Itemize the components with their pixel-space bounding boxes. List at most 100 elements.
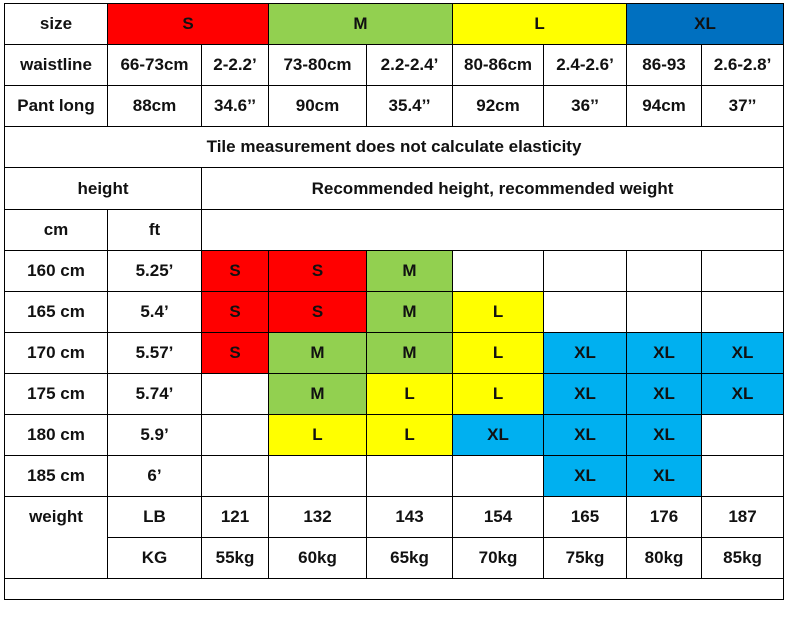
recommended-size-cell: XL (626, 332, 703, 374)
pant-long-cell: 36’’ (543, 85, 628, 127)
recommended-size-cell (626, 291, 703, 333)
recommended-size-cell: L (452, 291, 545, 333)
weight-lb-row: weight LB 121 132 143 154 165 176 187 (4, 496, 785, 579)
height-grid: 160 cm 5.25’ S S M 165 cm 5.4’ S S M L 170 cm 5.57’ S… (4, 250, 785, 497)
recommended-size-cell: XL (452, 414, 545, 456)
waistline-cell: 80-86cm (452, 44, 545, 86)
waistline-cell: 86-93 (626, 44, 703, 86)
recommended-size-cell (626, 250, 703, 292)
waistline-cell: 66-73cm (107, 44, 202, 86)
height-ft-cell: 5.57’ (107, 332, 202, 374)
height-row: 160 cm 5.25’ S S M (4, 250, 785, 292)
recommended-size-cell: S (201, 291, 269, 333)
height-cm-cell: 175 cm (4, 373, 108, 415)
recommended-size-cell: XL (626, 373, 703, 415)
height-label: height (4, 167, 202, 210)
recommended-size-cell: L (452, 373, 545, 415)
pant-long-row: Pant long 88cm 34.6’’ 90cm 35.4’’ 92cm 3… (4, 85, 785, 127)
recommended-size-cell: S (268, 291, 367, 333)
size-l-header: L (452, 3, 628, 45)
unit-row-blank (200, 209, 785, 251)
recommended-size-cell: XL (543, 373, 628, 415)
recommended-size-cell: XL (543, 332, 628, 374)
pant-long-cell: 34.6’’ (201, 85, 269, 127)
recommended-size-cell: M (268, 373, 367, 415)
waistline-cell: 2.6-2.8’ (701, 44, 785, 86)
blank-footer-row (3, 578, 785, 600)
weight-kg-cell: 60kg (268, 537, 367, 579)
elasticity-note: Tile measurement does not calculate elas… (3, 126, 785, 168)
recommended-size-cell (543, 250, 628, 292)
height-cm-cell: 185 cm (4, 455, 108, 497)
weight-label: weight (4, 496, 108, 579)
pant-long-cell: 92cm (452, 85, 545, 127)
note-row: Tile measurement does not calculate elas… (3, 126, 785, 168)
recommended-size-cell: XL (701, 373, 785, 415)
size-xl-header: XL (626, 3, 785, 45)
height-header-row: height Recommended height, recommended w… (4, 167, 785, 210)
recommended-size-cell: XL (626, 414, 703, 456)
recommended-size-cell (365, 455, 454, 497)
unit-row: cm ft (4, 209, 785, 251)
recommended-size-cell (268, 455, 367, 497)
height-cm-cell: 180 cm (4, 414, 108, 456)
recommended-size-cell: L (452, 332, 545, 374)
recommended-size-cell (701, 250, 785, 292)
recommended-size-cell (201, 455, 269, 497)
pant-long-cell: 94cm (626, 85, 703, 127)
height-row: 185 cm 6’ XL XL (4, 455, 785, 497)
weight-kg-cell: 55kg (201, 537, 269, 579)
recommended-size-cell (452, 250, 545, 292)
weight-lb-cell: 154 (452, 496, 545, 538)
height-ft-cell: 5.4’ (107, 291, 202, 333)
recommended-size-cell (701, 291, 785, 333)
recommended-size-cell (201, 373, 269, 415)
recommended-size-cell: XL (626, 455, 703, 497)
weight-lb-cell: 132 (268, 496, 367, 538)
lb-label: LB (107, 496, 202, 538)
waistline-cell: 2-2.2’ (201, 44, 269, 86)
blank-footer-cell (3, 578, 785, 600)
recommended-size-cell: L (268, 414, 367, 456)
recommended-size-cell: S (201, 250, 269, 292)
recommended-size-cell (543, 291, 628, 333)
recommended-size-cell: XL (701, 332, 785, 374)
weight-kg-cell: 85kg (701, 537, 785, 579)
size-label: size (4, 3, 108, 45)
weight-lb-cell: 143 (365, 496, 454, 538)
recommended-size-cell (452, 455, 545, 497)
weight-lb-cell: 187 (701, 496, 785, 538)
recommended-size-cell: XL (543, 455, 628, 497)
pant-long-label: Pant long (4, 85, 108, 127)
size-header-row: size S M L XL (4, 3, 785, 45)
pant-long-cell: 35.4’’ (365, 85, 454, 127)
weight-kg-cell: 65kg (365, 537, 454, 579)
kg-label: KG (107, 537, 202, 579)
waistline-cell: 73-80cm (268, 44, 367, 86)
weight-lb-cell: 121 (201, 496, 269, 538)
pant-long-cell: 88cm (107, 85, 202, 127)
height-cm-cell: 170 cm (4, 332, 108, 374)
waistline-cell: 2.2-2.4’ (365, 44, 454, 86)
recommended-size-cell (701, 414, 785, 456)
recommended-size-cell: L (365, 414, 454, 456)
height-row: 165 cm 5.4’ S S M L (4, 291, 785, 333)
height-ft-cell: 5.74’ (107, 373, 202, 415)
waistline-cell: 2.4-2.6’ (543, 44, 628, 86)
recommended-size-cell (701, 455, 785, 497)
weight-lb-cell: 165 (543, 496, 628, 538)
recommended-size-cell: S (268, 250, 367, 292)
size-chart-table: size S M L XL waistline 66-73cm 2-2.2’ 7… (3, 3, 785, 600)
waistline-row: waistline 66-73cm 2-2.2’ 73-80cm 2.2-2.4… (4, 44, 785, 86)
size-m-header: M (267, 3, 454, 45)
height-ft-cell: 5.9’ (107, 414, 202, 456)
size-s-header: S (107, 3, 269, 45)
recommended-size-cell: M (365, 332, 454, 374)
weight-kg-cell: 80kg (626, 537, 703, 579)
recommended-size-cell: S (201, 332, 269, 374)
recommended-size-cell: XL (543, 414, 628, 456)
recommended-size-cell (201, 414, 269, 456)
cm-label: cm (4, 209, 108, 251)
weight-kg-row: KG 55kg 60kg 65kg 70kg 75kg 80kg 85kg (5, 537, 785, 579)
weight-kg-cell: 75kg (543, 537, 628, 579)
